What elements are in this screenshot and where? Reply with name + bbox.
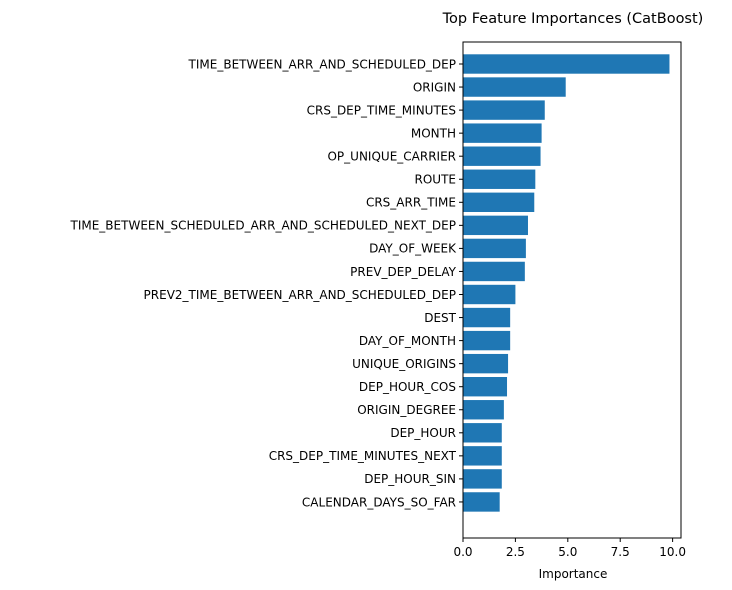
y-tick-label: DEST bbox=[424, 311, 456, 325]
y-tick-label: CALENDAR_DAYS_SO_FAR bbox=[302, 495, 456, 509]
y-tick-label: PREV2_TIME_BETWEEN_ARR_AND_SCHEDULED_DEP bbox=[144, 288, 456, 302]
y-tick-label: TIME_BETWEEN_SCHEDULED_ARR_AND_SCHEDULED… bbox=[70, 219, 457, 233]
bar bbox=[463, 423, 502, 443]
y-tick-label: ORIGIN_DEGREE bbox=[357, 403, 456, 417]
y-tick-label: ROUTE bbox=[415, 173, 456, 187]
bar bbox=[463, 238, 526, 259]
x-tick-label: 0.0 bbox=[453, 545, 472, 559]
y-tick-label: UNIQUE_ORIGINS bbox=[352, 357, 456, 371]
bar bbox=[463, 169, 536, 189]
bar bbox=[463, 446, 502, 466]
y-tick-label: DEP_HOUR bbox=[390, 426, 456, 440]
bars-group bbox=[463, 54, 670, 512]
bar bbox=[463, 192, 535, 212]
y-tick-label: TIME_BETWEEN_ARR_AND_SCHEDULED_DEP bbox=[188, 57, 456, 71]
bar bbox=[463, 215, 528, 236]
y-tick-label: PREV_DEP_DELAY bbox=[350, 265, 456, 279]
y-tick-label: OP_UNIQUE_CARRIER bbox=[327, 150, 456, 164]
y-tick-label: DAY_OF_WEEK bbox=[369, 242, 457, 256]
bar bbox=[463, 100, 545, 120]
x-ticks: 0.0 2.5 5.0 7.5 10.0 bbox=[453, 538, 686, 559]
y-tick-label: CRS_DEP_TIME_MINUTES_NEXT bbox=[269, 449, 457, 463]
bar bbox=[463, 330, 511, 351]
chart-title: Top Feature Importances (CatBoost) bbox=[442, 11, 704, 27]
y-tick-label: ORIGIN bbox=[413, 80, 456, 94]
bar bbox=[463, 353, 509, 374]
y-tick-label: DEP_HOUR_SIN bbox=[364, 472, 456, 486]
bar bbox=[463, 77, 566, 97]
bar bbox=[463, 54, 670, 74]
bar bbox=[463, 377, 508, 397]
y-tick-labels: TIME_BETWEEN_ARR_AND_SCHEDULED_DEP ORIGIN… bbox=[70, 57, 463, 509]
bar bbox=[463, 146, 541, 166]
y-tick-label: MONTH bbox=[411, 126, 456, 140]
x-tick-label: 7.5 bbox=[611, 545, 630, 559]
bar bbox=[463, 469, 502, 489]
plot-frame bbox=[462, 41, 682, 539]
x-axis-label: Importance bbox=[539, 567, 608, 581]
x-tick-label: 5.0 bbox=[558, 545, 577, 559]
y-tick-label: DEP_HOUR_COS bbox=[359, 380, 456, 394]
bar bbox=[463, 123, 542, 143]
x-tick-label: 2.5 bbox=[506, 545, 525, 559]
x-tick-label: 10.0 bbox=[659, 545, 686, 559]
y-tick-label: CRS_DEP_TIME_MINUTES bbox=[307, 103, 456, 117]
y-tick-label: DAY_OF_MONTH bbox=[359, 334, 456, 348]
y-tick-label: CRS_ARR_TIME bbox=[366, 196, 456, 210]
bar bbox=[463, 400, 504, 420]
bar bbox=[463, 284, 516, 305]
bar bbox=[463, 492, 500, 512]
bar bbox=[463, 261, 525, 282]
bar bbox=[463, 307, 511, 328]
